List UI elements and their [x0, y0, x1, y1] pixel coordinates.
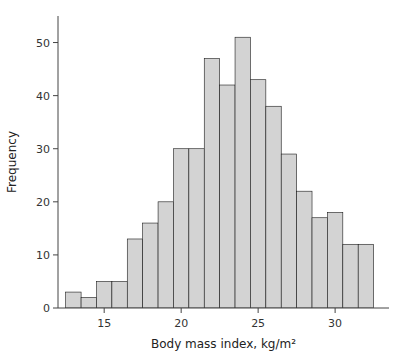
axes: 15 20 25 30 0 10 20 30 40 50: [36, 16, 389, 330]
histogram-bar: [173, 149, 188, 308]
y-axis-line: [58, 16, 59, 308]
histogram-bar: [250, 80, 265, 308]
x-tick: [104, 308, 105, 313]
histogram-bar: [297, 191, 312, 308]
histogram-bar: [204, 58, 219, 308]
x-tick-label: 15: [97, 317, 111, 330]
y-tick: [53, 95, 58, 96]
histogram-bar: [127, 239, 142, 308]
y-tick-label: 30: [36, 143, 50, 156]
histogram-bar: [112, 281, 127, 308]
histogram-bar: [158, 202, 173, 308]
histogram-bar: [235, 37, 250, 308]
x-tick: [335, 308, 336, 313]
histogram-bar: [343, 244, 358, 308]
y-tick-label: 40: [36, 90, 50, 103]
y-axis-label: Frequency: [5, 131, 19, 193]
histogram-bar: [81, 297, 96, 308]
x-tick-label: 20: [174, 317, 188, 330]
y-tick-label: 10: [36, 249, 50, 262]
histogram-bar: [96, 281, 111, 308]
x-tick: [258, 308, 259, 313]
x-axis-label: Body mass index, kg/m²: [151, 337, 296, 351]
x-axis-line: [58, 308, 389, 309]
histogram-bar: [327, 212, 342, 308]
y-tick-label: 20: [36, 196, 50, 209]
y-tick: [53, 201, 58, 202]
y-tick-label: 0: [43, 302, 50, 315]
x-tick: [181, 308, 182, 313]
histogram-bar: [66, 292, 81, 308]
y-tick: [53, 254, 58, 255]
x-tick-label: 30: [328, 317, 342, 330]
bars: [66, 37, 374, 308]
y-tick: [53, 42, 58, 43]
histogram-bar: [312, 218, 327, 308]
chart: 15 20 25 30 0 10 20 30 40 50 Body mass index, kg/m…: [0, 0, 405, 360]
y-tick-label: 50: [36, 37, 50, 50]
histogram-bar: [281, 154, 296, 308]
histogram-bar: [358, 244, 373, 308]
histogram-bar: [189, 149, 204, 308]
y-tick: [53, 308, 58, 309]
y-tick: [53, 148, 58, 149]
histogram-bar: [220, 85, 235, 308]
chart-container: 15 20 25 30 0 10 20 30 40 50 Body mass index, kg/m…: [0, 0, 405, 360]
x-tick-label: 25: [251, 317, 265, 330]
histogram-bar: [143, 223, 158, 308]
histogram-bar: [266, 106, 281, 308]
